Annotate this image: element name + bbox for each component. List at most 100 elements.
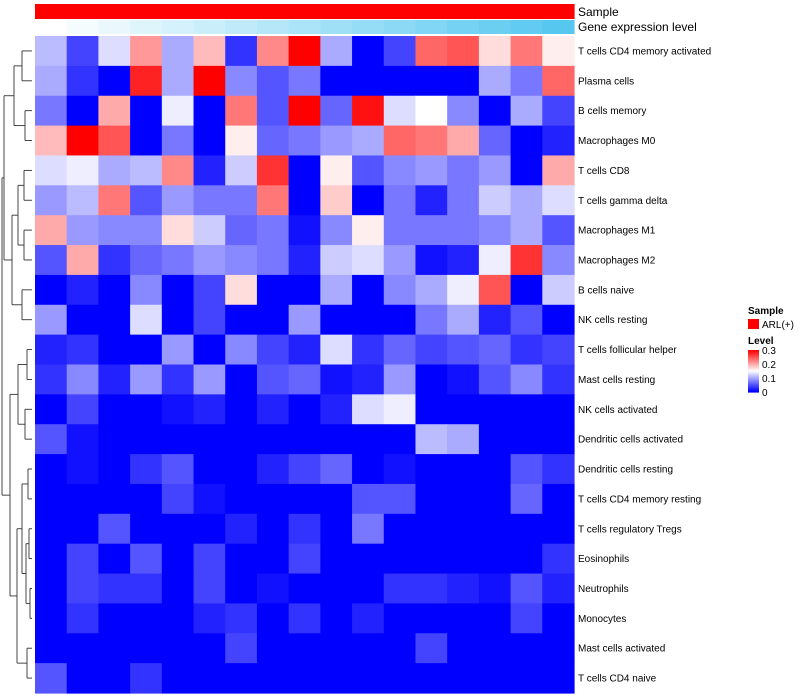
heatmap-cell [383,603,417,634]
heatmap-cell [161,454,195,485]
heatmap-cell [352,65,385,97]
heatmap-cell [161,663,195,694]
expression-annotation-cell [193,20,226,34]
legend-gradient-step [748,350,759,352]
heatmap-cell [161,483,195,515]
row-label: NK cells resting [578,315,647,326]
heatmap-cell [510,36,543,67]
heatmap-cell [66,483,100,515]
heatmap-cell [225,454,258,485]
heatmap-cell [256,543,290,575]
heatmap-cell [510,603,543,634]
heatmap-cell [542,663,575,694]
heatmap-cell [542,304,575,336]
heatmap-cell [510,394,543,425]
heatmap-cell [320,573,353,605]
heatmap-cell [161,633,195,664]
heatmap-cell [130,95,163,127]
heatmap-cell [288,394,321,425]
heatmap-cell [478,573,512,605]
heatmap-cell [130,155,163,186]
legend-level-tick-3: 0 [762,388,768,399]
heatmap-cell [256,304,290,336]
expression-annotation-cell [98,20,131,34]
heatmap-cell [320,274,353,306]
heatmap-cell [256,36,290,67]
heatmap-cell [161,215,195,246]
heatmap-cell [383,513,417,545]
heatmap-cell [161,573,195,605]
heatmap-cell [415,155,448,186]
heatmap-cell [320,95,353,127]
heatmap-cell [288,543,321,575]
heatmap-cell [256,125,290,157]
row-label: T cells CD8 [578,166,630,177]
heatmap-cell [352,663,385,694]
heatmap-cell [225,364,258,395]
expression-annotation-cell [66,20,100,34]
heatmap-cell [510,95,543,127]
expression-annotation-cell [130,20,163,34]
heatmap-cell [415,663,448,694]
heatmap-cell [478,65,512,97]
heatmap-cell [161,95,195,127]
heatmap-cell [193,364,226,395]
heatmap-cell [225,95,258,127]
heatmap-cell [352,603,385,634]
row-label: T cells CD4 memory activated [578,46,711,57]
expression-annotation-cell [256,20,290,34]
heatmap-cell [510,155,543,186]
heatmap-cell [352,364,385,395]
heatmap-cell [98,245,131,276]
heatmap-cell [130,513,163,545]
heatmap-cell [320,513,353,545]
heatmap-cell [415,65,448,97]
sample-annotation-cell [98,4,131,19]
sample-annotation-cell [478,4,512,19]
heatmap-cell [478,543,512,575]
heatmap-cell [193,274,226,306]
heatmap-cell [478,454,512,485]
heatmap-cell [542,424,575,455]
heatmap-cell [478,185,512,216]
row-label: Macrophages M0 [578,136,656,147]
heatmap-cell [510,543,543,575]
legend-gradient-step [748,365,759,368]
legend-gradient-step [748,390,759,393]
heatmap-cell [288,633,321,664]
heatmap-cell [193,185,226,216]
heatmap-cell [415,215,448,246]
heatmap-cell [415,603,448,634]
heatmap-cell [320,603,353,634]
heatmap-cell [510,274,543,306]
heatmap-cell [35,454,68,485]
heatmap-cell [193,543,226,575]
heatmap-cell [415,245,448,276]
legend-level-gradient [748,350,759,393]
heatmap-cell [256,215,290,246]
heatmap-cell [193,304,226,336]
heatmap-cell [320,65,353,97]
heatmap-cell [415,513,448,545]
row-label: Plasma cells [578,76,634,87]
legend-gradient-step [748,387,759,390]
heatmap-cell [256,95,290,127]
expression-annotation-cell [447,20,480,34]
heatmap-cell [98,483,131,515]
heatmap-cell [98,125,131,157]
heatmap-cell [478,95,512,127]
heatmap-cell [225,155,258,186]
heatmap-cell [225,304,258,336]
heatmap-cell [98,394,131,425]
heatmap-cell [288,125,321,157]
heatmap-cell [542,513,575,545]
heatmap-cell [98,513,131,545]
row-label: T cells follicular helper [578,345,677,356]
expression-annotation-cell [35,20,68,34]
heatmap-cell [225,573,258,605]
legend-sample-entry: ARL(+) [762,320,794,331]
heatmap-cell [35,215,68,246]
heatmap-cell [447,454,480,485]
legend-gradient-step [748,380,759,383]
